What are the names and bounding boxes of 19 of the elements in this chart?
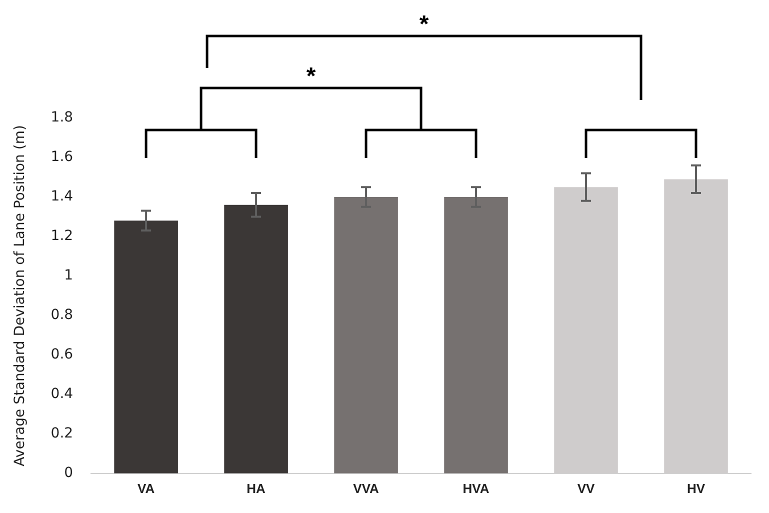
y-tick-label: 1.8 [50,110,74,126]
y-tick-label: 0.2 [50,426,74,442]
x-tick-label: HA [246,480,266,496]
x-tick-label: HV [686,480,706,496]
y-tick-label: 0.6 [50,346,74,363]
y-axis-title: Average Standard Deviation of Lane Position (m) [12,125,28,466]
text: * [306,63,316,90]
x-tick-label: VVA [353,480,380,496]
y-tick-label: 1.4 [50,188,74,205]
y-tick-label: 1.2 [50,228,74,244]
y-tick-label: 1 [64,268,74,284]
y-tick-label: 0.4 [50,386,74,402]
y-tick-label: 0.8 [50,307,74,324]
x-tick-label: HVA [462,480,490,496]
text: * [419,11,430,38]
x-tick-label: VA [138,480,156,496]
x-tick-label: VV [577,480,596,496]
y-tick-label: 1.6 [50,149,74,166]
y-tick-label: 0 [64,465,74,482]
